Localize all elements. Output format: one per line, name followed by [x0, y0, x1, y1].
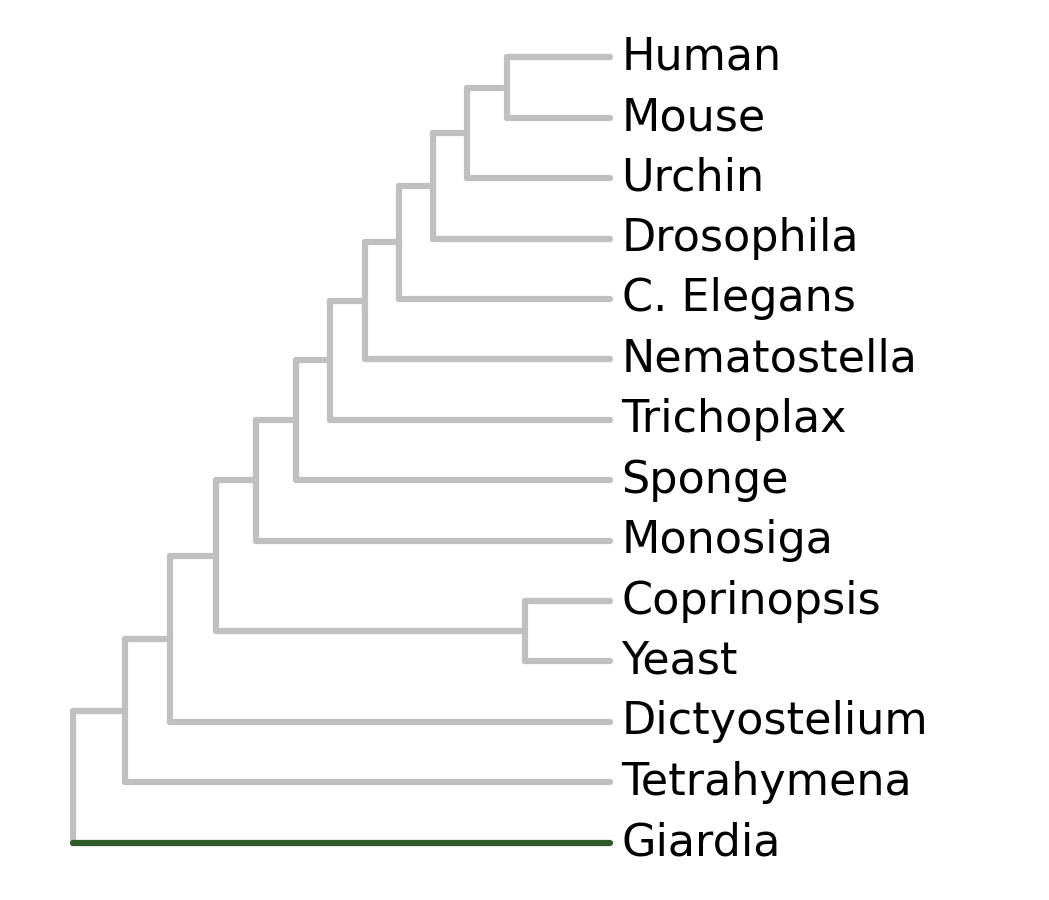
Text: Yeast: Yeast	[622, 640, 738, 683]
Text: Monosiga: Monosiga	[622, 519, 834, 562]
Text: Sponge: Sponge	[622, 459, 789, 501]
Text: Tetrahymena: Tetrahymena	[622, 760, 913, 804]
Text: Mouse: Mouse	[622, 96, 766, 140]
Text: Drosophila: Drosophila	[622, 217, 859, 260]
Text: Coprinopsis: Coprinopsis	[622, 580, 881, 623]
Text: Trichoplax: Trichoplax	[622, 399, 848, 441]
Text: Nematostella: Nematostella	[622, 338, 918, 381]
Text: Dictyostelium: Dictyostelium	[622, 700, 928, 743]
Text: Human: Human	[622, 36, 782, 79]
Text: C. Elegans: C. Elegans	[622, 277, 856, 320]
Text: Giardia: Giardia	[622, 821, 780, 864]
Text: Urchin: Urchin	[622, 157, 765, 200]
